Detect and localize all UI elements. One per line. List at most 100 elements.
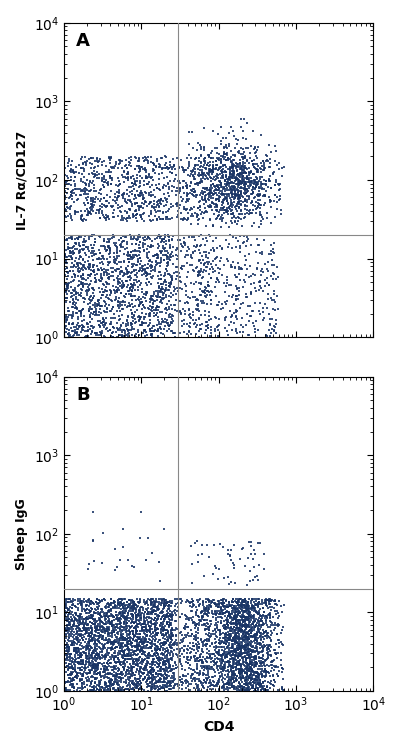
Point xyxy=(134,659,140,671)
Point xyxy=(254,180,261,192)
Point xyxy=(144,608,150,620)
Point xyxy=(71,625,77,637)
Point xyxy=(140,618,146,630)
Point xyxy=(148,328,154,340)
Point xyxy=(133,603,139,615)
Point xyxy=(141,640,148,652)
Point xyxy=(202,327,209,339)
Point xyxy=(133,664,140,676)
Point xyxy=(109,331,116,343)
Point xyxy=(201,184,208,195)
Point xyxy=(229,157,236,169)
Point xyxy=(99,603,105,615)
Point xyxy=(263,610,269,622)
Point xyxy=(133,628,139,640)
Point xyxy=(233,173,239,185)
Point xyxy=(246,664,252,676)
Point xyxy=(173,630,179,642)
Point xyxy=(97,193,104,205)
Point xyxy=(245,615,252,627)
Point xyxy=(220,201,227,213)
Point xyxy=(124,253,131,265)
Point xyxy=(251,675,257,687)
Point xyxy=(227,653,233,665)
Point xyxy=(73,673,80,685)
Point xyxy=(239,639,245,651)
Point xyxy=(208,163,215,175)
Point xyxy=(111,636,117,648)
Point xyxy=(156,610,162,622)
Point xyxy=(124,282,130,294)
Point xyxy=(236,175,242,187)
Point xyxy=(235,192,241,204)
Point xyxy=(242,642,249,654)
Point xyxy=(237,643,244,655)
Point xyxy=(265,609,271,621)
Point xyxy=(225,610,231,622)
Point xyxy=(195,169,201,181)
Point xyxy=(166,639,172,651)
Point xyxy=(233,650,240,662)
Point xyxy=(200,614,207,626)
Point xyxy=(65,646,71,658)
Point xyxy=(97,212,103,224)
Point xyxy=(98,615,104,627)
Point xyxy=(100,670,106,682)
Point xyxy=(113,294,119,306)
Point xyxy=(90,660,96,672)
Point xyxy=(239,613,245,625)
Point xyxy=(168,616,174,628)
Point xyxy=(244,657,250,669)
Point xyxy=(243,658,249,670)
Point xyxy=(101,321,107,333)
Point xyxy=(224,176,230,188)
Point xyxy=(239,161,246,173)
Point xyxy=(232,187,239,198)
Point xyxy=(101,651,107,663)
Point xyxy=(65,669,71,681)
Point xyxy=(213,630,219,642)
Point xyxy=(223,606,229,618)
Point xyxy=(250,682,256,694)
Point xyxy=(168,316,174,328)
Point xyxy=(91,683,97,695)
Point xyxy=(167,251,174,263)
Point xyxy=(126,256,132,268)
Point xyxy=(201,682,208,694)
Point xyxy=(230,623,236,635)
Point xyxy=(125,601,131,613)
Point xyxy=(256,175,262,187)
Point xyxy=(217,255,224,267)
Point xyxy=(166,602,172,614)
Point xyxy=(241,166,247,178)
Point xyxy=(247,644,254,656)
Point xyxy=(194,319,200,331)
Point xyxy=(69,233,75,245)
Point xyxy=(177,185,183,197)
Point xyxy=(130,282,136,294)
Point xyxy=(265,264,271,276)
Point xyxy=(235,135,241,147)
Point xyxy=(93,276,99,288)
Point xyxy=(212,606,219,618)
Point xyxy=(224,629,230,641)
Point xyxy=(130,210,136,222)
Point xyxy=(122,612,128,624)
Point xyxy=(166,655,172,667)
Point xyxy=(223,613,229,625)
Point xyxy=(239,264,245,276)
Point xyxy=(103,279,110,291)
Point xyxy=(123,620,130,632)
Point xyxy=(230,664,236,676)
Point xyxy=(245,646,251,658)
Point xyxy=(79,260,86,272)
Point xyxy=(239,177,245,189)
Point xyxy=(229,623,235,635)
Point xyxy=(129,664,136,676)
Point xyxy=(148,658,155,670)
Point xyxy=(271,595,277,607)
Point xyxy=(188,596,194,608)
Point xyxy=(245,649,252,661)
Point xyxy=(69,193,75,205)
Point xyxy=(81,310,87,322)
